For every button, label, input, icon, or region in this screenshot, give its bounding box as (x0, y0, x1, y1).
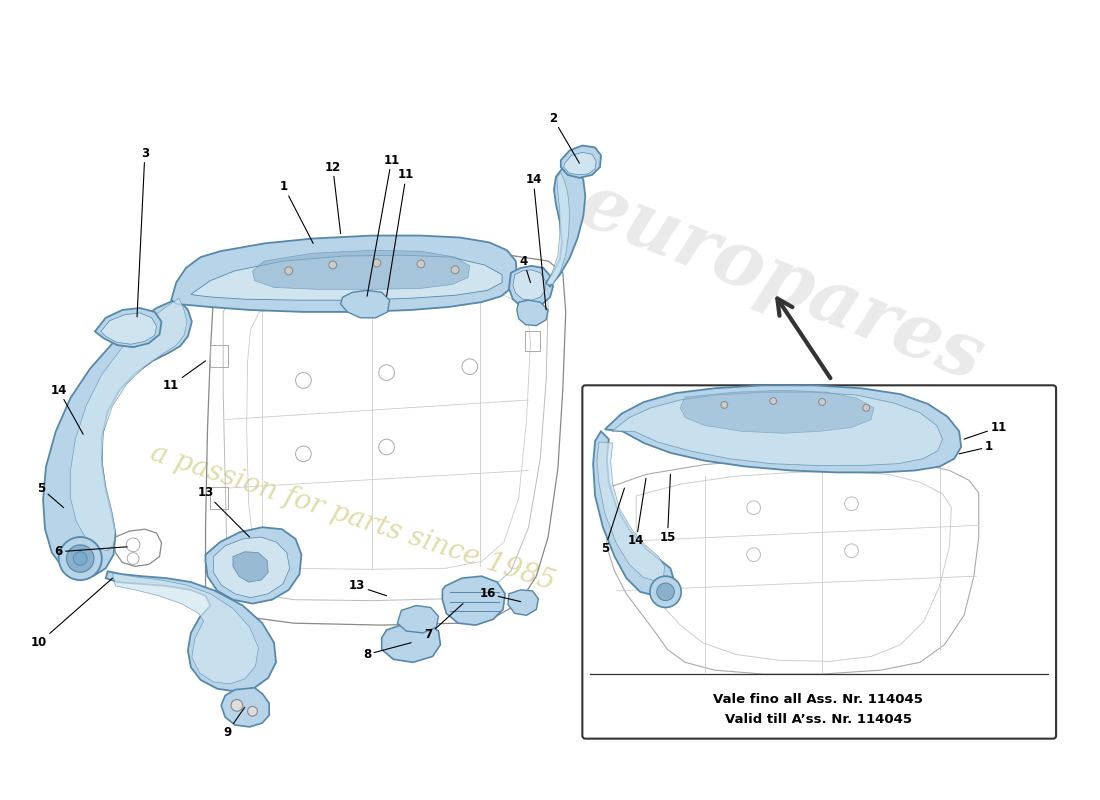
Text: 16: 16 (480, 587, 520, 602)
Circle shape (770, 398, 777, 405)
Text: 4: 4 (519, 254, 530, 282)
Polygon shape (43, 300, 191, 576)
Polygon shape (546, 167, 585, 286)
Polygon shape (221, 688, 270, 727)
Text: 11: 11 (163, 361, 206, 392)
Text: 13: 13 (349, 579, 386, 596)
Circle shape (248, 706, 257, 716)
Polygon shape (101, 313, 156, 344)
Polygon shape (191, 255, 502, 300)
Text: 14: 14 (51, 384, 84, 434)
Polygon shape (95, 308, 162, 347)
Polygon shape (509, 266, 553, 308)
Text: 12: 12 (324, 161, 341, 234)
Polygon shape (564, 152, 596, 175)
Polygon shape (612, 392, 943, 466)
Polygon shape (513, 270, 546, 300)
Text: europares: europares (568, 168, 994, 398)
Polygon shape (233, 552, 268, 582)
Polygon shape (517, 300, 548, 326)
Text: 11: 11 (964, 421, 1007, 439)
Polygon shape (680, 390, 874, 434)
Circle shape (285, 267, 293, 274)
Polygon shape (341, 290, 389, 318)
Bar (210, 487, 228, 509)
Circle shape (58, 537, 102, 580)
Text: Valid till A’ss. Nr. 114045: Valid till A’ss. Nr. 114045 (725, 713, 912, 726)
Polygon shape (605, 386, 961, 473)
Polygon shape (597, 442, 664, 581)
Text: 3: 3 (138, 147, 148, 317)
Text: 9: 9 (223, 707, 244, 739)
Text: 6: 6 (55, 546, 128, 558)
Polygon shape (172, 235, 517, 312)
Text: 15: 15 (659, 474, 675, 543)
Bar (525, 331, 540, 351)
Polygon shape (382, 623, 440, 662)
Text: 13: 13 (197, 486, 250, 537)
Text: 5: 5 (601, 488, 625, 555)
Text: 14: 14 (628, 478, 646, 547)
Polygon shape (442, 576, 505, 625)
Polygon shape (112, 574, 258, 684)
Text: 8: 8 (363, 642, 411, 661)
Text: Vale fino all Ass. Nr. 114045: Vale fino all Ass. Nr. 114045 (713, 693, 923, 706)
Circle shape (650, 576, 681, 607)
Circle shape (329, 261, 337, 269)
Circle shape (862, 405, 870, 411)
Text: 11: 11 (386, 168, 415, 296)
Polygon shape (213, 537, 289, 598)
Text: 5: 5 (37, 482, 64, 508)
Circle shape (67, 545, 94, 572)
Circle shape (720, 402, 728, 408)
Polygon shape (397, 606, 439, 633)
Polygon shape (593, 431, 673, 596)
Circle shape (373, 259, 381, 267)
Polygon shape (508, 590, 538, 615)
Polygon shape (253, 250, 470, 290)
Circle shape (451, 266, 459, 274)
Polygon shape (70, 298, 187, 550)
Circle shape (818, 398, 826, 406)
Text: 1: 1 (959, 441, 992, 454)
Text: 11: 11 (367, 154, 399, 296)
Text: 10: 10 (31, 578, 112, 650)
Polygon shape (561, 146, 601, 178)
Text: 2: 2 (549, 112, 580, 163)
Circle shape (231, 699, 243, 711)
Polygon shape (546, 173, 570, 285)
Text: 14: 14 (525, 174, 546, 310)
Bar (210, 345, 228, 366)
FancyBboxPatch shape (582, 386, 1056, 738)
Text: 1: 1 (279, 180, 313, 243)
Circle shape (417, 260, 425, 268)
Circle shape (657, 583, 674, 601)
Text: 7: 7 (425, 603, 463, 642)
Circle shape (74, 552, 87, 566)
Text: a passion for parts since 1985: a passion for parts since 1985 (146, 439, 558, 596)
Polygon shape (206, 527, 301, 603)
Polygon shape (106, 571, 276, 692)
